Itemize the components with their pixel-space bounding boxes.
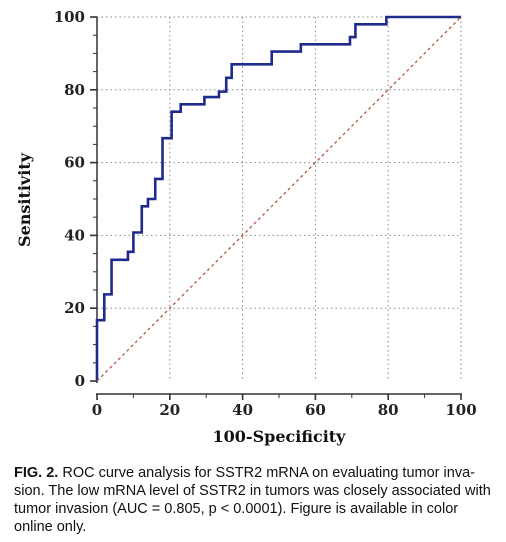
roc-curve-line: [95, 15, 461, 381]
caption-label: FIG. 2.: [14, 465, 59, 481]
x-tick-label-0: 0: [92, 401, 102, 419]
x-tick-label-80: 80: [378, 401, 399, 419]
x-axis-title: 100-Specificity: [213, 427, 347, 446]
y-tick-label-60: 60: [64, 154, 85, 172]
y-tick-label-100: 100: [54, 8, 85, 26]
y-axis-title: Sensitivity: [15, 152, 34, 247]
x-tick-label-40: 40: [232, 401, 253, 419]
reference-diagonal-line: [96, 16, 462, 382]
y-tick-label-0: 0: [75, 372, 85, 390]
y-tick-label-20: 20: [64, 299, 85, 317]
x-tick-label-20: 20: [159, 401, 180, 419]
chart-series: [95, 15, 462, 382]
x-tick-label-100: 100: [445, 401, 476, 419]
axis-ticks: 0 20 40 60 80 100 0 20 40 60 80 100: [54, 8, 477, 419]
figure-caption: FIG. 2. ROC curve analysis for SSTR2 mRN…: [14, 464, 494, 536]
caption-text: ROC curve analysis for SSTR2 mRNA on eva…: [14, 465, 491, 535]
y-tick-label-80: 80: [64, 81, 85, 99]
y-tick-label-40: 40: [64, 226, 85, 244]
x-tick-label-60: 60: [305, 401, 326, 419]
